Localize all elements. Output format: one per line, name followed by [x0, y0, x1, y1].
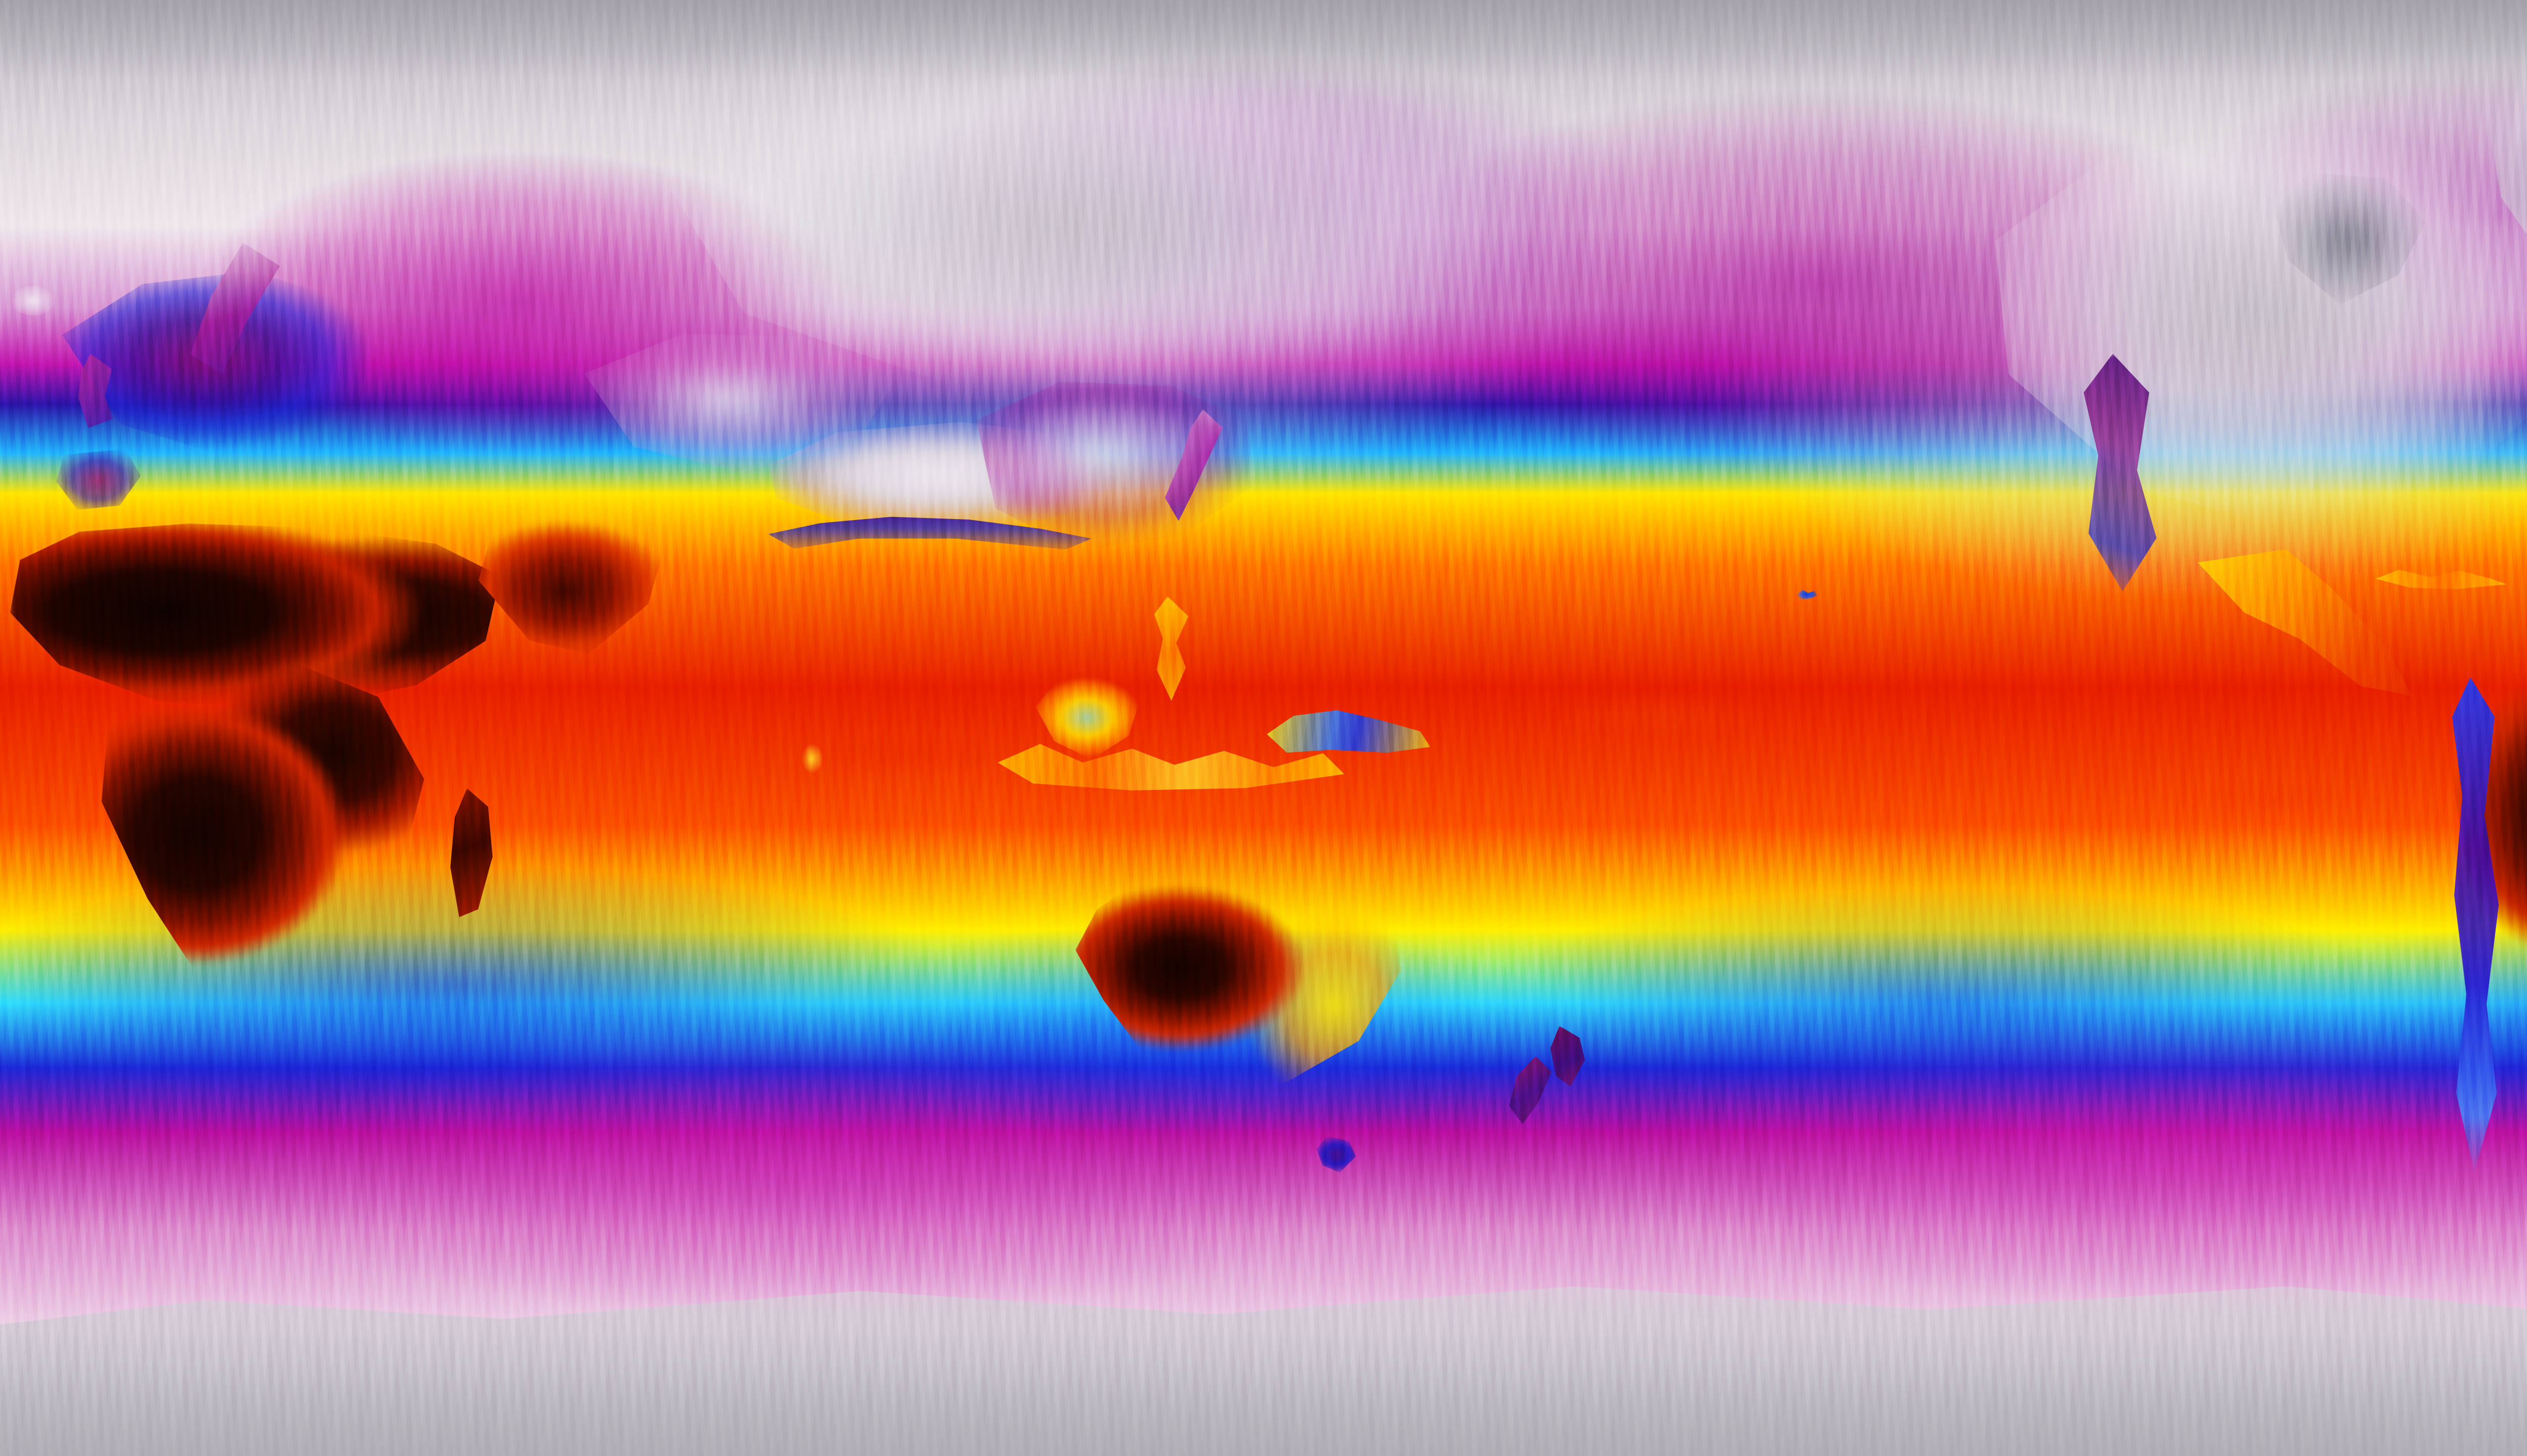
polar-cap-vignette: [0, 0, 2527, 1456]
global-temperature-map: global-surface-temperature-map equirecta…: [0, 0, 2527, 1456]
image-grain: [0, 0, 2527, 1456]
